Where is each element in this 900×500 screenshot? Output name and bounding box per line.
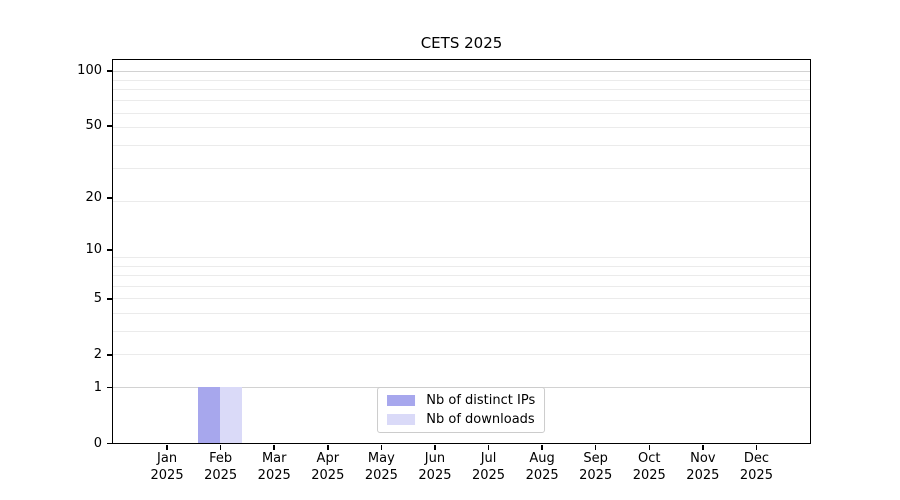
x-tick-label-line: Dec xyxy=(743,451,769,466)
legend-swatch-downloads xyxy=(387,414,416,425)
gridline xyxy=(113,313,810,315)
x-tick-label: Sep 2025 xyxy=(564,451,628,484)
gridline xyxy=(113,201,810,203)
y-tick xyxy=(107,442,112,445)
x-tick xyxy=(487,445,490,450)
x-tick-label-line: Aug xyxy=(529,451,555,466)
y-tick xyxy=(107,386,112,389)
y-tick-label: 50 xyxy=(85,118,102,134)
gridline xyxy=(113,285,810,287)
legend-label-downloads: Nb of downloads xyxy=(426,412,535,427)
legend: Nb of distinct IPs Nb of downloads xyxy=(377,387,546,433)
x-tick-label-line: May xyxy=(367,451,395,466)
x-tick-label: Jul 2025 xyxy=(457,451,521,484)
x-tick-label: Nov 2025 xyxy=(671,451,735,484)
x-tick-label: Mar 2025 xyxy=(242,451,306,484)
gridline xyxy=(113,354,810,356)
y-tick xyxy=(107,249,112,251)
bars-layer xyxy=(113,60,810,443)
x-tick xyxy=(541,445,543,450)
y-tick-label: 1 xyxy=(93,379,102,395)
y-tick xyxy=(107,197,112,199)
gridline xyxy=(113,100,810,102)
x-tick-label: Dec 2025 xyxy=(724,451,788,484)
y-tick xyxy=(107,354,112,356)
x-tick-label-line: Jun xyxy=(424,451,446,466)
gridline xyxy=(113,112,810,114)
x-tick-label-line: Sep xyxy=(583,451,608,466)
x-tick-label: Aug 2025 xyxy=(510,451,574,484)
x-tick-label: Oct 2025 xyxy=(617,451,681,484)
gridline xyxy=(113,127,810,129)
y-tick-label: 20 xyxy=(85,189,102,205)
x-tick-label-line: Oct xyxy=(638,451,661,466)
x-tick-label-line: 2025 xyxy=(525,467,559,483)
gridline xyxy=(113,89,810,91)
x-tick-label-line: 2025 xyxy=(204,467,238,483)
x-tick xyxy=(594,445,597,450)
bar-downloads xyxy=(220,387,243,443)
y-tick-label: 2 xyxy=(93,346,102,362)
legend-swatch-distinct-ips xyxy=(387,395,416,406)
x-tick-label-line: 2025 xyxy=(257,467,291,483)
gridline xyxy=(113,275,810,277)
gridline xyxy=(113,71,810,73)
x-tick-label: May 2025 xyxy=(349,451,413,484)
y-tick-label: 5 xyxy=(93,290,102,306)
y-tick xyxy=(107,125,112,127)
x-tick-label-line: Apr xyxy=(316,451,340,466)
x-tick-label-line: 2025 xyxy=(686,467,720,483)
legend-item-distinct-ips: Nb of distinct IPs xyxy=(387,393,535,408)
x-tick-label-line: Mar xyxy=(261,451,287,466)
y-tick-label: 100 xyxy=(77,62,102,78)
x-tick-label-line: 2025 xyxy=(150,467,184,483)
x-tick-label-line: 2025 xyxy=(471,467,506,483)
gridline xyxy=(113,168,810,170)
gridline xyxy=(113,145,810,147)
x-tick-label-line: 2025 xyxy=(579,467,613,483)
x-tick-label-line: Jan xyxy=(157,451,178,466)
legend-label-distinct-ips: Nb of distinct IPs xyxy=(426,393,536,408)
x-tick xyxy=(434,445,436,450)
x-tick xyxy=(273,445,275,450)
y-tick-label: 0 xyxy=(93,435,102,451)
y-tick-label: 10 xyxy=(85,241,102,257)
x-tick-label-line: 2025 xyxy=(632,467,666,483)
x-tick-label-line: Feb xyxy=(209,451,233,466)
x-tick-label-line: 2025 xyxy=(418,467,452,483)
x-tick xyxy=(166,445,168,450)
gridline xyxy=(113,79,810,81)
x-tick-label-line: Jul xyxy=(480,451,497,466)
y-tick xyxy=(107,70,112,72)
x-tick-label-line: 2025 xyxy=(739,467,773,483)
x-tick-label-line: 2025 xyxy=(311,467,345,483)
gridline xyxy=(113,331,810,333)
x-tick xyxy=(702,445,704,450)
x-tick-label-line: Nov xyxy=(690,451,716,466)
y-tick xyxy=(107,298,112,300)
gridline xyxy=(113,265,810,267)
gridline xyxy=(113,257,810,259)
x-tick-label-line: 2025 xyxy=(364,467,398,483)
legend-item-downloads: Nb of downloads xyxy=(387,412,535,427)
x-tick xyxy=(755,445,758,450)
x-tick xyxy=(327,445,329,450)
x-tick xyxy=(219,445,222,450)
chart-title: CETS 2025 xyxy=(420,34,503,52)
x-tick-label: Jan 2025 xyxy=(135,451,199,484)
x-tick-label: Jun 2025 xyxy=(403,451,467,484)
gridlines-layer xyxy=(113,60,810,443)
x-tick-label: Feb 2025 xyxy=(189,451,253,484)
gridline xyxy=(113,298,810,300)
bar-distinct-ips xyxy=(198,387,221,443)
x-tick xyxy=(648,445,651,450)
x-tick xyxy=(380,445,383,450)
x-tick-label: Apr 2025 xyxy=(296,451,360,484)
plot-area: Nb of distinct IPs Nb of downloads xyxy=(112,59,811,444)
